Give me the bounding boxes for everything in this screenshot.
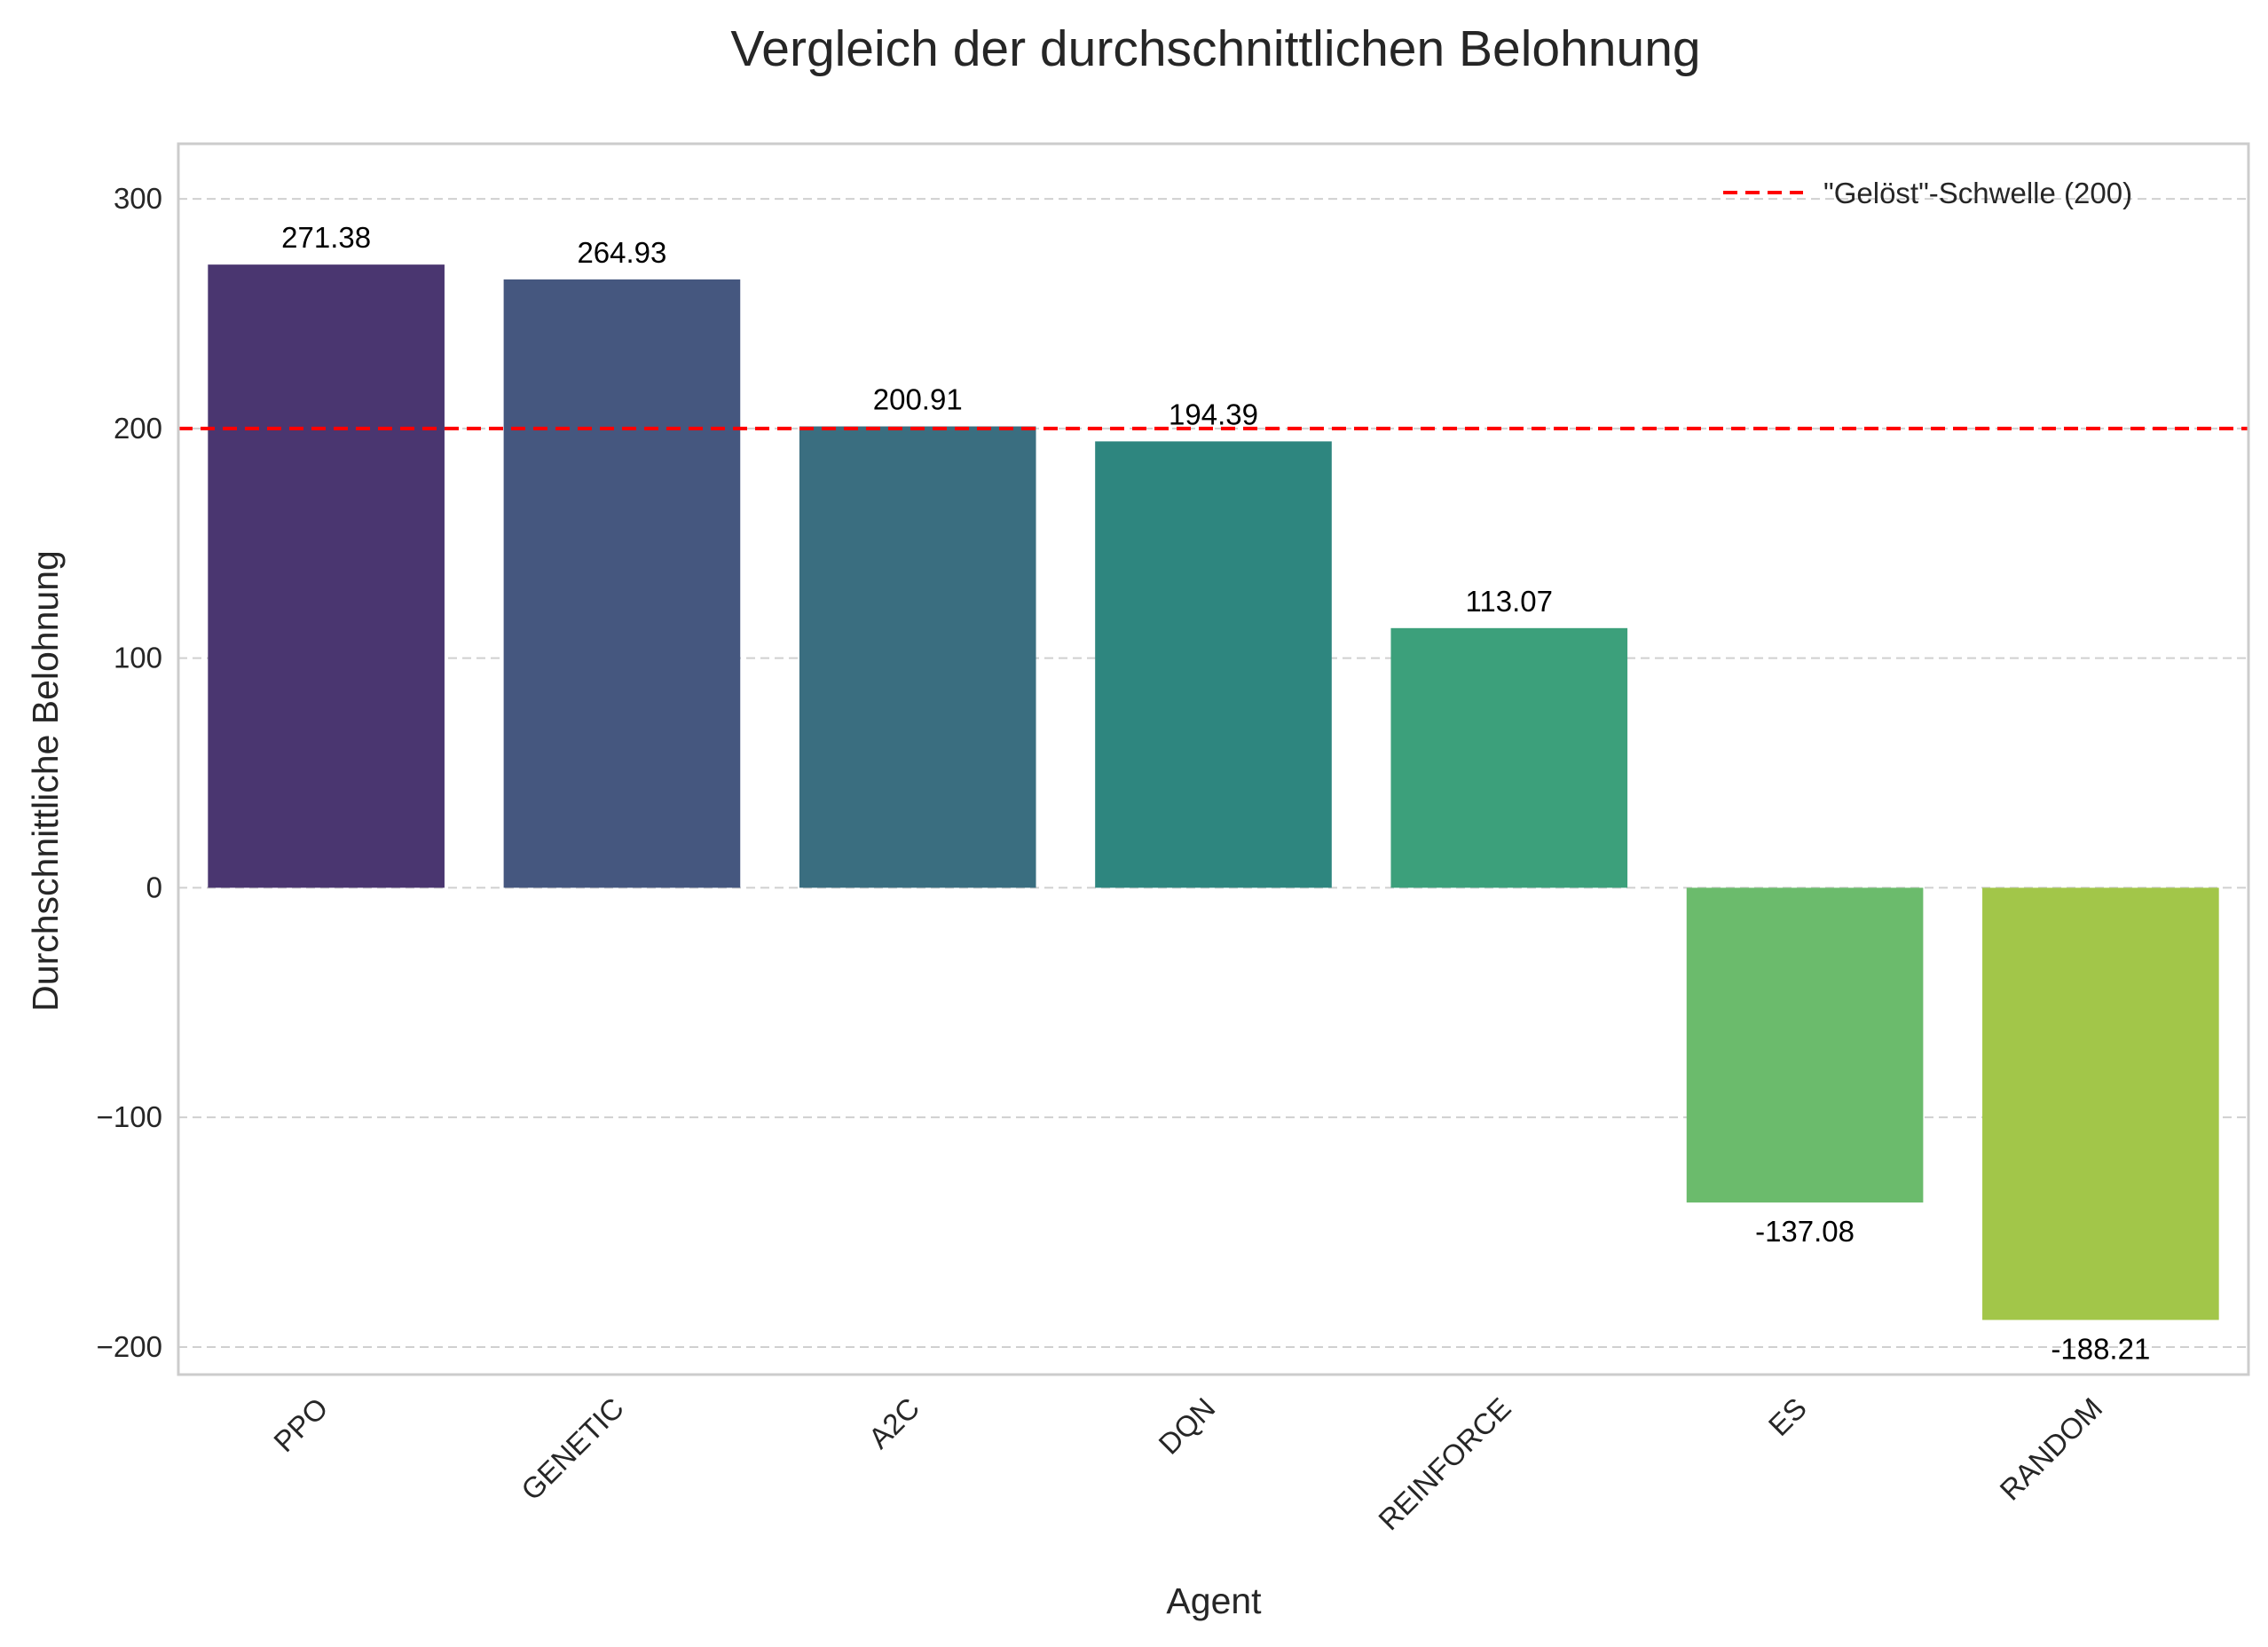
data-label: 271.38 — [281, 221, 371, 254]
data-labels: 271.38 264.93 200.91 194.39 113.07 -137.08 -18… — [281, 221, 2150, 1365]
data-label: -137.08 — [1755, 1215, 1855, 1248]
x-tick-label: ES — [1762, 1391, 1813, 1442]
x-axis-label: Agent — [1166, 1580, 1262, 1621]
x-tick-label: A2C — [862, 1391, 926, 1455]
data-label: 194.39 — [1169, 398, 1258, 430]
x-axis-ticks: PPO GENETIC A2C DQN REINFORCE ES RANDOM — [267, 1391, 2108, 1537]
y-tick-label: −200 — [97, 1330, 162, 1363]
legend: "Gelöst"-Schwelle (200) — [1723, 177, 2132, 209]
x-tick-label: DQN — [1152, 1391, 1221, 1461]
y-tick-label: 0 — [146, 871, 162, 903]
data-label: 113.07 — [1466, 585, 1553, 618]
legend-threshold-label: "Gelöst"-Schwelle (200) — [1823, 177, 2132, 209]
chart-title: Vergleich der durchschnittlichen Belohnu… — [730, 20, 1700, 77]
bar-reinforce — [1390, 627, 1628, 888]
y-axis-ticks: 300 200 100 0 −100 −200 — [97, 182, 162, 1363]
bars — [208, 264, 2219, 1320]
x-tick-label: GENETIC — [515, 1391, 630, 1507]
bar-dqn — [1095, 441, 1332, 888]
y-tick-label: 200 — [114, 412, 162, 445]
x-tick-label: PPO — [267, 1391, 334, 1458]
plot-frame — [177, 142, 2250, 1376]
data-label: 264.93 — [577, 236, 666, 269]
bar-genetic — [503, 279, 741, 888]
x-tick-label: RANDOM — [1993, 1391, 2108, 1507]
x-tick-label: REINFORCE — [1372, 1391, 1517, 1537]
y-tick-label: 100 — [114, 642, 162, 674]
data-label: -188.21 — [2051, 1332, 2150, 1365]
y-tick-label: 300 — [114, 182, 162, 215]
bar-random — [1982, 887, 2219, 1320]
bar-a2c — [799, 426, 1036, 888]
bar-ppo — [208, 264, 445, 888]
data-label: 200.91 — [873, 383, 963, 416]
y-tick-label: −100 — [97, 1100, 162, 1133]
y-axis-label: Durchschnittliche Belohnung — [25, 550, 66, 1012]
bar-es — [1686, 887, 1924, 1203]
